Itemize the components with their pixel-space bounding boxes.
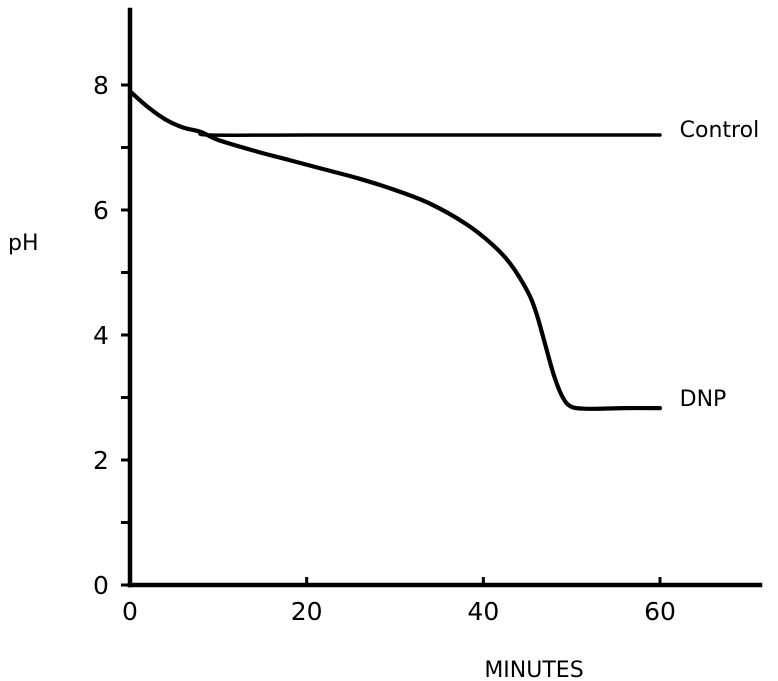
x-tick-label-20: 20	[291, 597, 323, 626]
y-tick-label-2: 2	[93, 446, 109, 475]
series-lines	[127, 89, 663, 411]
y-tick-label-8: 8	[93, 71, 109, 100]
axes	[127, 7, 763, 588]
x-tick-label-0: 0	[122, 597, 138, 626]
series-label-control: Control	[680, 118, 760, 143]
ticks	[121, 83, 662, 587]
series-labels: Control DNP	[680, 118, 760, 412]
y-tick-label-4: 4	[93, 321, 109, 350]
x-tick-label-60: 60	[644, 597, 676, 626]
series-line-dnp	[127, 89, 663, 411]
y-axis-title: pH	[8, 231, 39, 256]
series-line-control	[128, 89, 662, 137]
x-tick-label-40: 40	[467, 597, 499, 626]
y-tick-label-6: 6	[93, 196, 109, 225]
series-label-dnp: DNP	[680, 387, 727, 412]
x-axis-title: MINUTES	[484, 658, 583, 681]
y-tick-label-0: 0	[93, 571, 109, 600]
tick-labels: 0 2 4 6 8 0 20 40 60	[93, 71, 676, 626]
